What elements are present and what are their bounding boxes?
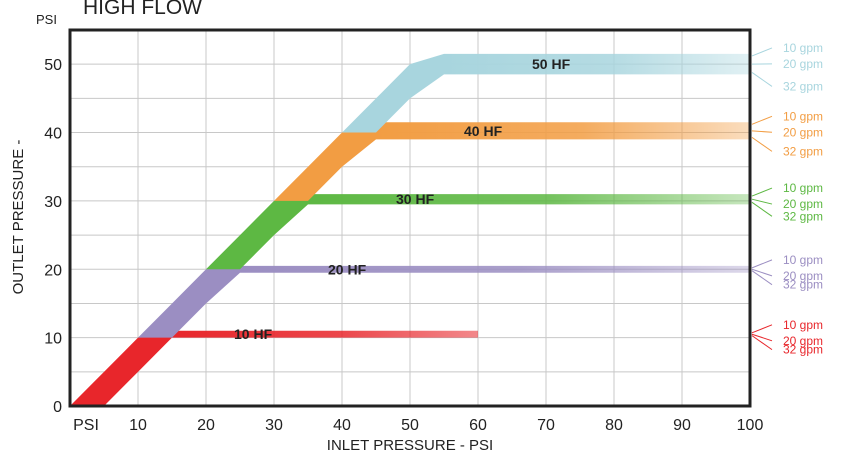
gpm-leader-line	[751, 324, 773, 334]
gpm-label: 20 gpm	[783, 57, 823, 71]
band-20-hf	[138, 265, 750, 338]
x-tick-label: 60	[469, 417, 487, 434]
bands	[70, 53, 750, 406]
gpm-label: 20 gpm	[783, 197, 823, 211]
series-label: 40 HF	[464, 123, 503, 139]
y-tick-label: 20	[44, 262, 62, 279]
gpm-label: 20 gpm	[783, 269, 823, 283]
band-10-hf	[70, 330, 478, 406]
gpm-leader-line	[751, 201, 773, 217]
band-50-hf	[342, 53, 750, 133]
band-40-hf	[274, 122, 750, 201]
gpm-leader-line	[751, 270, 773, 286]
y-tick-label: 0	[53, 399, 62, 416]
series-label: 50 HF	[532, 56, 571, 72]
series-labels: 10 HF 20 HF 30 HF 40 HF 50 HF	[234, 56, 571, 342]
gpm-label: 32 gpm	[783, 144, 823, 158]
x-tick-label: 100	[737, 417, 764, 434]
x-tick-label: 50	[401, 417, 419, 434]
x-tick-label: 10	[129, 417, 147, 434]
series-label: 30 HF	[396, 191, 435, 207]
x-axis-label: INLET PRESSURE - PSI	[327, 437, 493, 454]
gpm-label: 20 gpm	[783, 125, 823, 139]
x-tick-label: 70	[537, 417, 555, 434]
y-axis-label: OUTLET PRESSURE -	[10, 140, 27, 295]
gpm-label: 10 gpm	[783, 109, 823, 123]
plot-frame	[68, 28, 752, 408]
gpm-label: 32 gpm	[783, 79, 823, 93]
x-tick-label: 30	[265, 417, 283, 434]
gpm-leader-line	[751, 259, 773, 269]
gpm-leader-line	[751, 187, 773, 197]
x-tick-label: 40	[333, 417, 351, 434]
y-tick-label: 30	[44, 194, 62, 211]
gpm-leader-line	[751, 130, 773, 133]
y-tick-label: 10	[44, 331, 62, 348]
gpm-label: 10 gpm	[783, 181, 823, 195]
y-tick-label: 50	[44, 57, 62, 74]
gpm-leader-line	[751, 136, 773, 152]
y-unit-label: PSI	[36, 12, 57, 27]
x-tick-label: 80	[605, 417, 623, 434]
gpm-leader-line	[751, 268, 773, 277]
gpm-label: 10 gpm	[783, 41, 823, 55]
gpm-leader-line	[751, 115, 773, 125]
x-tick-label: 20	[197, 417, 215, 434]
gpm-label: 32 gpm	[783, 209, 823, 223]
gpm-label: 10 gpm	[783, 318, 823, 332]
gpm-leader-line	[751, 335, 773, 351]
gpm-label: 32 gpm	[783, 278, 823, 292]
x-tick-label: PSI	[73, 417, 99, 434]
gpm-leader-line	[751, 72, 773, 87]
y-tick-label: 40	[44, 126, 62, 143]
x-tick-label: 90	[673, 417, 691, 434]
series-label: 20 HF	[328, 261, 367, 277]
gpm-leader-line	[751, 333, 773, 342]
gpm-label: 32 gpm	[783, 343, 823, 357]
band-30-hf	[206, 194, 750, 270]
gpm-leader-line	[751, 198, 773, 205]
gpm-label: 20 gpm	[783, 334, 823, 348]
chart-title: HIGH FLOW	[83, 0, 202, 19]
gpm-label: 10 gpm	[783, 253, 823, 267]
gpm-leader-line	[751, 47, 773, 57]
series-label: 10 HF	[234, 326, 273, 342]
ticks: 0 10 20 30 40 50 PSI 10 20 30 40 50 60 70 80 90 100	[44, 57, 763, 434]
